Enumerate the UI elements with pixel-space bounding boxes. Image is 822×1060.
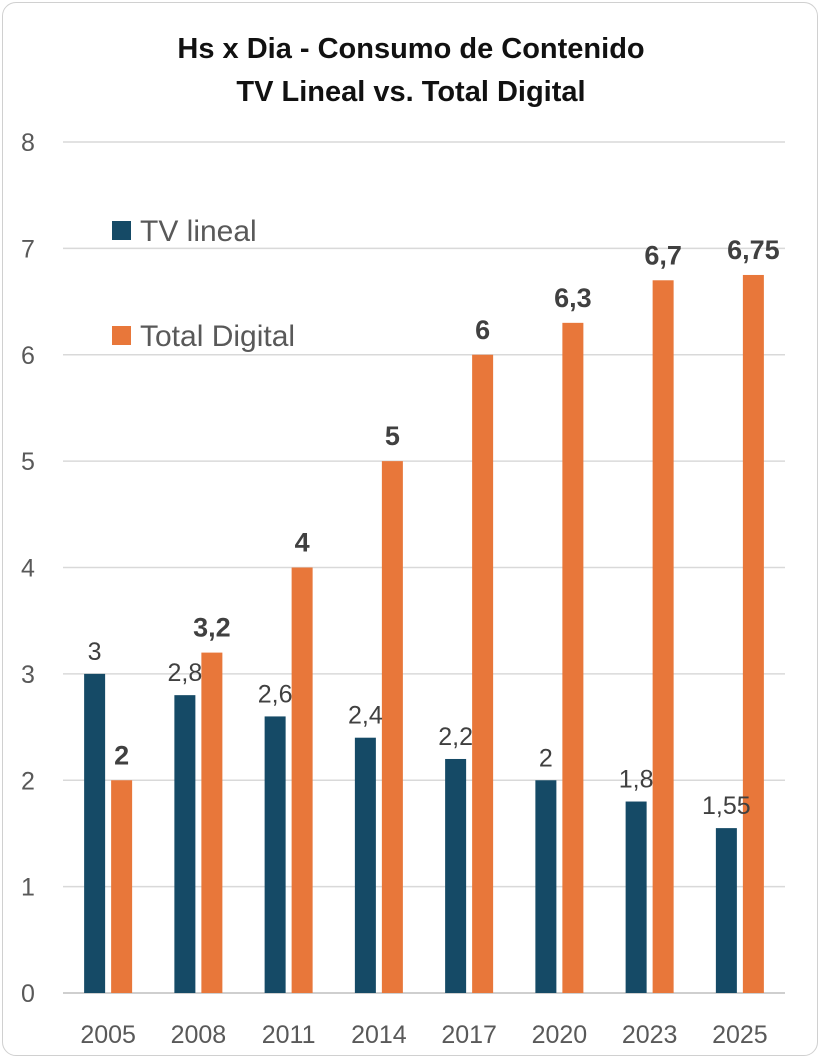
bar-total-digital (472, 354, 494, 993)
data-label-tv-lineal: 3 (88, 638, 102, 666)
x-tick-label: 2005 (80, 1021, 136, 1049)
bar-tv-lineal (625, 801, 647, 993)
bar-total-digital (742, 274, 764, 993)
data-label-tv-lineal: 2,6 (258, 680, 293, 708)
y-tick-label: 5 (21, 448, 35, 476)
chart-title: Hs x Dia - Consumo de Contenido TV Linea… (177, 33, 644, 108)
bars (84, 274, 764, 994)
bar-tv-lineal (264, 716, 286, 993)
bar-total-digital (291, 567, 313, 993)
x-tick-label: 2020 (532, 1021, 588, 1049)
bar-total-digital (201, 652, 223, 993)
bar-total-digital (652, 280, 674, 994)
bar-tv-lineal (174, 695, 196, 993)
legend-label-tv-lineal: TV lineal (140, 215, 257, 248)
chart-title-line-1: Hs x Dia - Consumo de Contenido (177, 33, 644, 65)
y-tick-label: 3 (21, 661, 35, 689)
x-tick-label: 2017 (441, 1021, 497, 1049)
y-tick-label: 0 (21, 980, 35, 1008)
bar-tv-lineal (445, 758, 467, 993)
data-label-tv-lineal: 2 (539, 744, 553, 772)
y-tick-label: 6 (21, 342, 35, 370)
bar-tv-lineal (354, 737, 376, 993)
bar-total-digital (562, 322, 584, 993)
data-label-total-digital: 5 (385, 421, 400, 451)
legend-label-total-digital: Total Digital (140, 320, 295, 353)
data-label-tv-lineal: 1,55 (702, 792, 751, 820)
y-tick-label: 1 (21, 874, 35, 902)
data-label-total-digital: 4 (295, 528, 310, 558)
data-label-total-digital: 6,75 (727, 235, 780, 265)
bar-tv-lineal (535, 780, 557, 993)
data-label-total-digital: 6,3 (554, 283, 592, 313)
x-tick-label: 2014 (351, 1021, 407, 1049)
y-tick-label: 8 (21, 129, 35, 157)
legend-swatch-tv-lineal (112, 221, 131, 240)
y-tick-label: 7 (21, 235, 35, 263)
legend-swatch-total-digital (112, 326, 131, 345)
bar-total-digital (381, 461, 403, 993)
data-label-tv-lineal: 2,2 (438, 723, 473, 751)
data-labels: 3 2 2,8 3,2 2,6 4 2,4 5 2,2 6 2 6,3 1,8 6,7 1,55 6,75 (88, 235, 780, 820)
x-axis: 2005 2008 2011 2014 2017 2020 2023 2025 (80, 1021, 767, 1049)
data-label-tv-lineal: 2,8 (167, 659, 202, 687)
bar-total-digital (111, 780, 133, 993)
x-tick-label: 2011 (262, 1021, 316, 1049)
data-label-total-digital: 3,2 (193, 613, 231, 643)
data-label-total-digital: 6 (475, 315, 490, 345)
data-label-tv-lineal: 2,4 (348, 702, 383, 730)
bar-tv-lineal (715, 828, 737, 993)
x-tick-label: 2023 (622, 1021, 678, 1049)
x-tick-label: 2008 (171, 1021, 227, 1049)
y-tick-label: 4 (21, 555, 35, 583)
y-axis: 0 1 2 3 4 5 6 7 8 (21, 129, 35, 1008)
data-label-tv-lineal: 1,8 (619, 766, 654, 794)
data-label-total-digital: 2 (114, 740, 129, 770)
chart-title-line-2: TV Lineal vs. Total Digital (236, 76, 585, 108)
x-tick-label: 2025 (712, 1021, 768, 1049)
legend: TV lineal Total Digital (112, 215, 295, 353)
data-label-total-digital: 6,7 (644, 240, 682, 270)
bar-tv-lineal (84, 673, 106, 993)
y-tick-label: 2 (21, 767, 35, 795)
